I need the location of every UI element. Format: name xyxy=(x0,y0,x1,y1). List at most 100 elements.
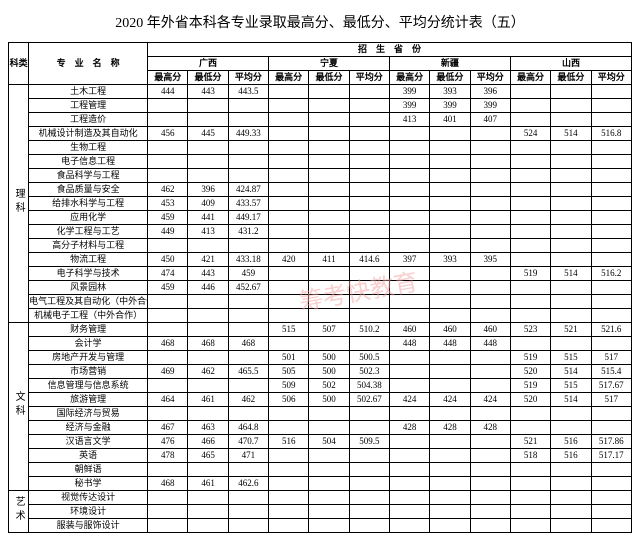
value-cell xyxy=(228,295,268,309)
score-col-header: 平均分 xyxy=(591,71,631,85)
value-cell xyxy=(551,281,591,295)
value-cell xyxy=(148,463,188,477)
value-cell: 399 xyxy=(470,99,510,113)
major-cell: 生物工程 xyxy=(29,141,148,155)
major-cell: 国际经济与贸易 xyxy=(29,407,148,421)
value-cell: 524 xyxy=(510,127,550,141)
value-cell xyxy=(510,85,550,99)
major-cell: 旅游管理 xyxy=(29,393,148,407)
table-row: 电子信息工程 xyxy=(9,155,632,169)
value-cell xyxy=(349,449,389,463)
value-cell xyxy=(430,155,470,169)
major-cell: 应用化学 xyxy=(29,211,148,225)
major-cell: 工程管理 xyxy=(29,99,148,113)
value-cell xyxy=(470,183,510,197)
value-cell xyxy=(389,407,429,421)
value-cell xyxy=(510,463,550,477)
major-cell: 机械电子工程（中外合作） xyxy=(29,309,148,323)
major-cell: 会计学 xyxy=(29,337,148,351)
value-cell xyxy=(591,519,631,533)
value-cell: 517.86 xyxy=(591,435,631,449)
value-cell xyxy=(349,183,389,197)
value-cell: 518 xyxy=(510,449,550,463)
value-cell: 470.7 xyxy=(228,435,268,449)
value-cell xyxy=(430,169,470,183)
value-cell xyxy=(470,379,510,393)
table-row: 房地产开发与管理501500500.5519515517 xyxy=(9,351,632,365)
value-cell xyxy=(269,295,309,309)
value-cell: 517.17 xyxy=(591,449,631,463)
major-cell: 朝鲜语 xyxy=(29,463,148,477)
table-row: 国际经济与贸易 xyxy=(9,407,632,421)
value-cell xyxy=(470,211,510,225)
value-cell xyxy=(349,197,389,211)
value-cell xyxy=(309,85,349,99)
value-cell xyxy=(510,155,550,169)
table-row: 高分子材料与工程 xyxy=(9,239,632,253)
province-header: 广西 xyxy=(148,57,269,71)
value-cell xyxy=(228,379,268,393)
value-cell: 444 xyxy=(148,85,188,99)
value-cell xyxy=(510,281,550,295)
value-cell: 510.2 xyxy=(349,323,389,337)
value-cell xyxy=(470,309,510,323)
value-cell xyxy=(551,477,591,491)
province-header: 新疆 xyxy=(389,57,510,71)
value-cell xyxy=(228,113,268,127)
value-cell xyxy=(389,211,429,225)
value-cell xyxy=(188,239,228,253)
col-major: 专 业 名 称 xyxy=(29,43,148,85)
value-cell xyxy=(470,407,510,421)
value-cell xyxy=(309,197,349,211)
value-cell: 393 xyxy=(430,253,470,267)
value-cell: 502 xyxy=(309,379,349,393)
value-cell xyxy=(551,211,591,225)
value-cell xyxy=(591,169,631,183)
value-cell xyxy=(389,183,429,197)
major-cell: 化学工程与工艺 xyxy=(29,225,148,239)
score-table: 科类 专 业 名 称 招 生 省 份 广西宁夏新疆山西 最高分最低分平均分最高分… xyxy=(8,42,632,533)
value-cell xyxy=(188,169,228,183)
value-cell: 514 xyxy=(551,365,591,379)
value-cell: 500 xyxy=(309,365,349,379)
value-cell xyxy=(228,141,268,155)
value-cell xyxy=(510,337,550,351)
value-cell xyxy=(269,337,309,351)
value-cell xyxy=(349,421,389,435)
value-cell xyxy=(389,435,429,449)
major-cell: 给排水科学与工程 xyxy=(29,197,148,211)
value-cell xyxy=(389,127,429,141)
value-cell xyxy=(470,463,510,477)
value-cell xyxy=(188,491,228,505)
value-cell: 448 xyxy=(430,337,470,351)
value-cell xyxy=(551,491,591,505)
value-cell xyxy=(349,505,389,519)
category-cell: 理科 xyxy=(9,85,29,323)
value-cell: 428 xyxy=(470,421,510,435)
major-cell: 电子信息工程 xyxy=(29,155,148,169)
value-cell xyxy=(148,407,188,421)
value-cell xyxy=(591,183,631,197)
value-cell xyxy=(591,113,631,127)
value-cell xyxy=(591,99,631,113)
value-cell: 516 xyxy=(551,449,591,463)
table-row: 食品科学与工程 xyxy=(9,169,632,183)
value-cell: 464.8 xyxy=(228,421,268,435)
major-cell: 房地产开发与管理 xyxy=(29,351,148,365)
value-cell: 462 xyxy=(148,183,188,197)
value-cell xyxy=(148,351,188,365)
score-col-header: 最高分 xyxy=(269,71,309,85)
value-cell: 520 xyxy=(510,365,550,379)
value-cell xyxy=(228,169,268,183)
value-cell xyxy=(188,99,228,113)
major-cell: 秘书学 xyxy=(29,477,148,491)
major-cell: 视觉传达设计 xyxy=(29,491,148,505)
value-cell xyxy=(349,169,389,183)
value-cell xyxy=(269,477,309,491)
table-row: 秘书学468461462.6 xyxy=(9,477,632,491)
table-row: 会计学468468468448448448 xyxy=(9,337,632,351)
value-cell: 399 xyxy=(430,99,470,113)
value-cell xyxy=(228,505,268,519)
value-cell: 446 xyxy=(188,281,228,295)
value-cell xyxy=(470,267,510,281)
